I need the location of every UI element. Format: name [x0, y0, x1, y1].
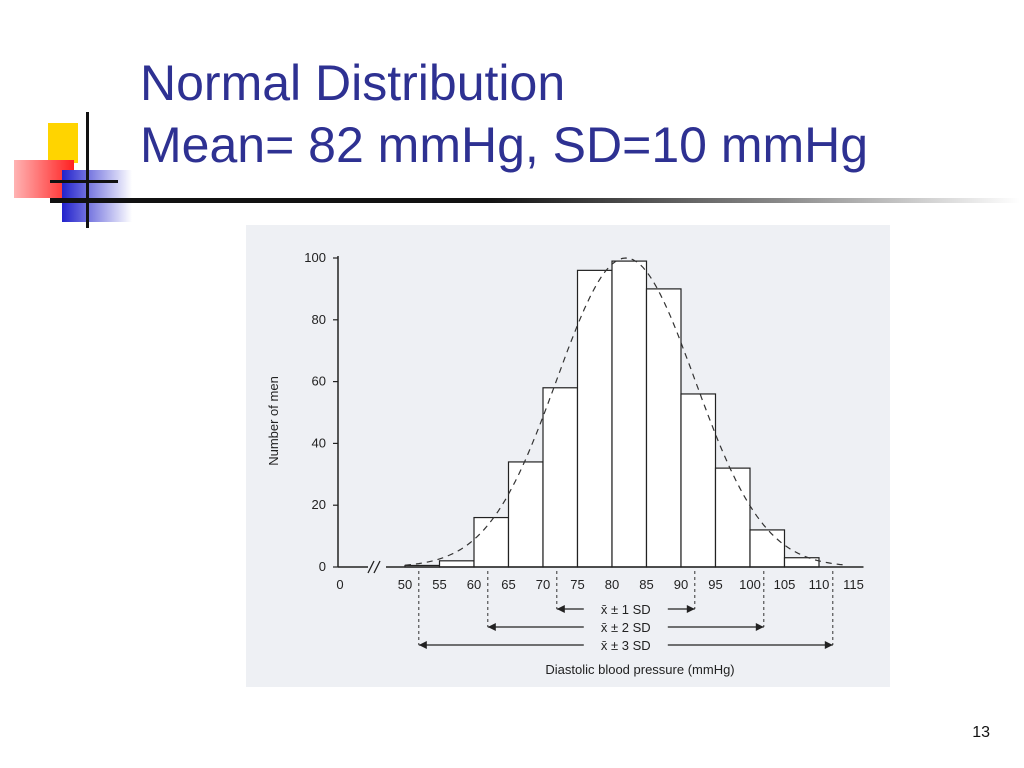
y-tick-label: 100	[304, 250, 326, 265]
histogram-bar	[645, 288, 682, 568]
axis-break-mark	[367, 560, 375, 574]
slide-title: Normal Distribution Mean= 82 mmHg, SD=10…	[140, 52, 868, 176]
x-axis-label: Diastolic blood pressure (mmHg)	[545, 662, 734, 677]
sd-arrowhead-left	[556, 605, 565, 613]
x-tick-label: 55	[432, 577, 446, 592]
sd-arrowhead-left	[418, 641, 427, 649]
slide-title-line1: Normal Distribution	[140, 55, 566, 111]
decor-blue-square	[62, 170, 132, 222]
y-tick-label: 20	[312, 497, 326, 512]
x-tick-label: 90	[674, 577, 688, 592]
y-axis-label: Number of men	[266, 376, 281, 466]
axes-layer: 0 20 40 60 80 100 0 50 55 60 65 70 75 80 85 90 95 100 105 1…	[304, 250, 864, 592]
histogram-bar	[576, 269, 613, 568]
histogram-bar	[783, 557, 820, 568]
y-tick-label: 40	[312, 435, 326, 450]
x-tick-label: 70	[536, 577, 550, 592]
decor-vertical-line	[86, 112, 89, 228]
histogram-figure: 0 20 40 60 80 100 0 50 55 60 65 70 75 80 85 90 95 100 105 1…	[246, 225, 890, 687]
slide-title-line2: Mean= 82 mmHg, SD=10 mmHg	[140, 117, 869, 173]
sd-arrowhead-right	[755, 623, 764, 631]
y-tick-label: 0	[319, 559, 326, 574]
x-tick-label: 105	[774, 577, 796, 592]
histogram-bar	[438, 560, 475, 568]
histogram-bar	[680, 393, 717, 568]
sd-annotations-layer: x̄ ± 1 SD x̄ ± 2 SD x̄ ± 3 SD	[418, 571, 834, 653]
x-tick-label: 110	[809, 577, 830, 592]
page-number: 13	[972, 724, 990, 741]
sd-arrowhead-left	[487, 623, 496, 631]
sd-label: x̄ ± 3 SD	[601, 638, 651, 653]
decor-yellow-square	[48, 123, 78, 163]
x-tick-label: 95	[708, 577, 722, 592]
x-tick-label: 80	[605, 577, 619, 592]
sd-label: x̄ ± 1 SD	[601, 602, 651, 617]
histogram-bar	[749, 529, 786, 568]
x-tick-label: 115	[843, 577, 864, 592]
histogram-bar	[542, 387, 579, 568]
histogram-bar	[473, 516, 510, 568]
histogram-bar	[507, 461, 544, 568]
histogram-bar	[714, 467, 751, 568]
sd-label: x̄ ± 2 SD	[601, 620, 651, 635]
y-tick-label: 60	[312, 374, 326, 389]
x-tick-label: 85	[639, 577, 653, 592]
decor-horizontal-line	[50, 180, 118, 183]
curve-layer	[404, 257, 847, 566]
histogram-chart: 0 20 40 60 80 100 0 50 55 60 65 70 75 80 85 90 95 100 105 1…	[266, 250, 864, 677]
x-tick-label: 50	[398, 577, 412, 592]
title-underline	[50, 198, 1020, 203]
x-tick-label: 60	[467, 577, 481, 592]
x-tick-label: 0	[336, 577, 343, 592]
histogram-bar	[611, 260, 648, 568]
sd-arrowhead-right	[824, 641, 833, 649]
x-tick-label: 100	[739, 577, 761, 592]
x-tick-label: 65	[501, 577, 515, 592]
normal-curve	[404, 257, 847, 566]
y-tick-label: 80	[312, 312, 326, 327]
bars-layer	[404, 260, 820, 568]
x-tick-label: 75	[570, 577, 584, 592]
axis-break-mark	[373, 560, 381, 574]
sd-arrowhead-right	[686, 605, 695, 613]
